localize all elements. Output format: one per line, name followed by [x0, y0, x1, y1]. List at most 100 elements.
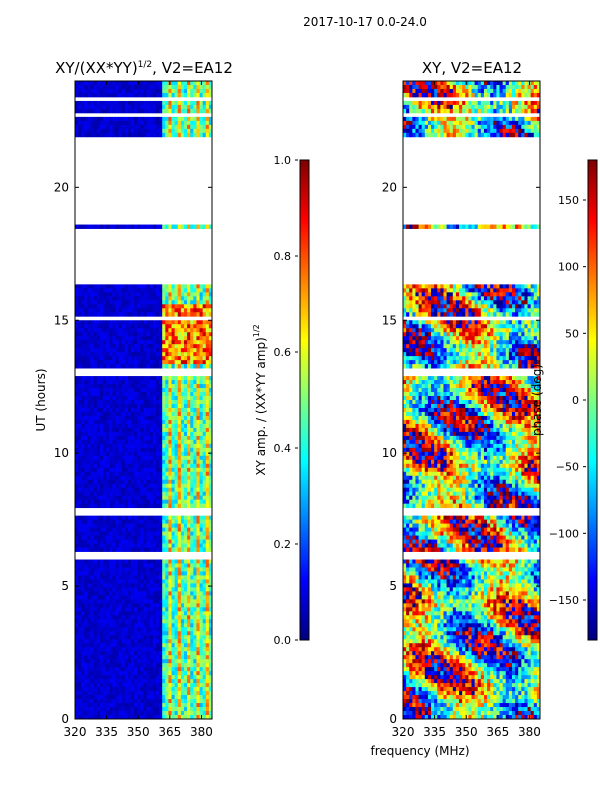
- heatmap-cell: [137, 104, 141, 110]
- heatmap-cell: [106, 435, 110, 441]
- heatmap-cell: [103, 679, 107, 684]
- heatmap-cell: [183, 647, 188, 652]
- heatmap-cell: [143, 324, 148, 329]
- heatmap-cell: [190, 631, 194, 636]
- heatmap-cell: [180, 360, 185, 365]
- heatmap-cell: [140, 711, 144, 716]
- heatmap-cell: [121, 479, 126, 485]
- heatmap-cell: [75, 439, 79, 445]
- heatmap-cell: [187, 623, 191, 628]
- heatmap-cell: [134, 224, 138, 229]
- heatmap-cell: [81, 340, 85, 345]
- heatmap-cell: [183, 348, 188, 353]
- heatmap-cell: [143, 400, 148, 405]
- heatmap-cell: [146, 683, 151, 688]
- heatmap-cell: [193, 419, 197, 425]
- heatmap-cell: [121, 400, 126, 405]
- heatmap-cell: [118, 471, 123, 477]
- heatmap-cell: [112, 487, 116, 493]
- heatmap-cell: [155, 320, 160, 325]
- heatmap-cell: [127, 332, 132, 337]
- heatmap-cell: [140, 487, 144, 493]
- heatmap-cell: [115, 392, 119, 397]
- heatmap-cell: [118, 627, 123, 632]
- heatmap-cell: [124, 679, 129, 684]
- heatmap-cell: [93, 415, 98, 421]
- heatmap-cell: [93, 308, 98, 313]
- heatmap-cell: [124, 411, 129, 417]
- heatmap-cell: [115, 539, 119, 544]
- heatmap-cell: [127, 348, 132, 353]
- heatmap-cell: [174, 443, 179, 449]
- heatmap-cell: [143, 308, 148, 313]
- heatmap-cell: [202, 312, 207, 317]
- heatmap-cell: [87, 671, 91, 676]
- heatmap-cell: [93, 611, 98, 616]
- heatmap-cell: [193, 300, 197, 305]
- heatmap-cell: [171, 356, 176, 361]
- heatmap-cell: [152, 607, 157, 612]
- heatmap-cell: [127, 591, 132, 596]
- heatmap-cell: [205, 124, 210, 130]
- heatmap-cell: [84, 679, 88, 684]
- heatmap-cell: [115, 332, 119, 337]
- heatmap-cell: [180, 108, 185, 114]
- heatmap-cell: [87, 459, 91, 465]
- heatmap-cell: [177, 611, 182, 616]
- heatmap-cell: [137, 687, 141, 692]
- heatmap-cell: [78, 431, 82, 437]
- heatmap-cell: [208, 675, 213, 680]
- heatmap-cell: [143, 487, 148, 493]
- heatmap-cell: [174, 471, 179, 477]
- heatmap-cell: [99, 384, 104, 389]
- heatmap-cell: [155, 523, 160, 528]
- heatmap-cell: [199, 523, 204, 528]
- heatmap-cell: [155, 288, 160, 293]
- heatmap-cell: [183, 415, 188, 421]
- heatmap-cell: [143, 623, 148, 628]
- heatmap-cell: [146, 296, 151, 301]
- heatmap-cell: [202, 128, 207, 134]
- heatmap-cell: [187, 455, 191, 461]
- heatmap-cell: [99, 619, 104, 624]
- heatmap-cell: [124, 300, 129, 305]
- heatmap-cell: [87, 607, 91, 612]
- heatmap-cell: [208, 655, 213, 660]
- heatmap-cell: [140, 328, 144, 333]
- heatmap-cell: [193, 619, 197, 624]
- heatmap-cell: [165, 591, 169, 596]
- heatmap-cell: [171, 407, 176, 413]
- heatmap-cell: [202, 300, 207, 305]
- heatmap-cell: [96, 639, 101, 644]
- heatmap-cell: [75, 288, 79, 293]
- heatmap-cell: [103, 651, 107, 656]
- heatmap-cell: [143, 288, 148, 293]
- heatmap-cell: [118, 675, 123, 680]
- heatmap-cell: [208, 699, 213, 704]
- heatmap-cell: [121, 108, 126, 114]
- heatmap-cell: [208, 292, 213, 297]
- heatmap-cell: [90, 356, 95, 361]
- heatmap-cell: [174, 352, 179, 357]
- heatmap-cell: [174, 595, 179, 600]
- heatmap-cell: [124, 451, 129, 457]
- heatmap-cell: [190, 423, 194, 429]
- heatmap-cell: [140, 312, 144, 317]
- heatmap-cell: [143, 611, 148, 616]
- heatmap-cell: [99, 471, 104, 477]
- heatmap-cell: [143, 292, 148, 297]
- heatmap-cell: [81, 431, 85, 437]
- heatmap-cell: [171, 300, 176, 305]
- heatmap-cell: [106, 623, 110, 628]
- heatmap-cell: [174, 683, 179, 688]
- heatmap-cell: [187, 224, 191, 229]
- heatmap-cell: [96, 312, 101, 317]
- heatmap-cell: [75, 547, 79, 552]
- heatmap-cell: [174, 467, 179, 473]
- heatmap-cell: [196, 699, 200, 704]
- heatmap-cell: [78, 707, 82, 712]
- heatmap-cell: [187, 571, 191, 576]
- heatmap-cell: [149, 599, 154, 604]
- heatmap-cell: [127, 427, 132, 433]
- heatmap-cell: [115, 400, 119, 405]
